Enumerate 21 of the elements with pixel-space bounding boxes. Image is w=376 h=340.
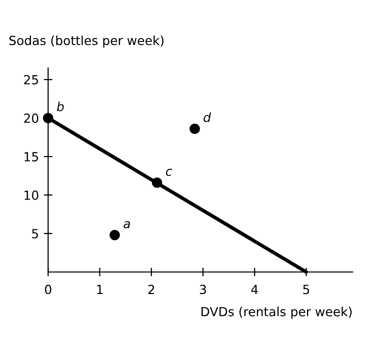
x-tick-label: 5 xyxy=(303,284,310,294)
y-tick-label: 15 xyxy=(24,152,38,162)
y-tick-label: 10 xyxy=(24,190,38,200)
y-tick-label: 20 xyxy=(24,114,38,123)
x-tick-label: 4 xyxy=(251,284,258,294)
point xyxy=(152,177,162,188)
point xyxy=(110,230,120,240)
annotation: d xyxy=(204,112,212,122)
x-tick-label: 3 xyxy=(200,284,206,294)
annotation: b xyxy=(56,102,64,112)
y-tick-label: 5 xyxy=(32,229,38,238)
x-tick-label: 0 xyxy=(44,284,52,294)
annotation: a xyxy=(124,221,130,228)
point xyxy=(190,124,200,134)
x-tick-label: 1 xyxy=(97,284,103,294)
x-axis-title: DVDs (rentals per week) xyxy=(202,306,352,319)
annotation: c xyxy=(166,168,172,176)
y-axis-title: Sodas (bottles per week) xyxy=(9,36,164,48)
x-tick-label: 2 xyxy=(148,284,154,294)
point xyxy=(42,112,54,124)
y-tick-label: 25 xyxy=(24,75,38,84)
